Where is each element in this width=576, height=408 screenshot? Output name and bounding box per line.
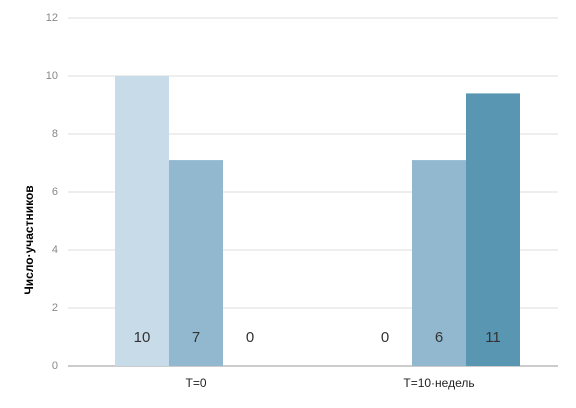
y-tick-label: 6 — [52, 186, 58, 198]
x-tick-label: T=0 — [185, 376, 206, 390]
y-axis-label: Число·участников — [22, 185, 36, 294]
bar — [169, 160, 223, 366]
annotation: 11 — [485, 329, 501, 346]
y-tick-label: 4 — [52, 244, 58, 256]
x-tick-label: T=10·недель — [403, 376, 474, 390]
annotation: 0 — [381, 329, 389, 346]
y-tick-label: 10 — [46, 70, 58, 82]
annotation: 7 — [192, 329, 200, 346]
y-tick-label: 8 — [52, 128, 58, 140]
bar — [115, 76, 169, 366]
y-tick-label: 12 — [46, 12, 58, 24]
annotation: 0 — [246, 329, 254, 346]
bar — [466, 93, 520, 367]
annotation: 6 — [435, 329, 443, 346]
bar — [412, 160, 466, 366]
annotation: 10 — [134, 329, 151, 346]
y-tick-label: 2 — [52, 302, 58, 314]
y-tick-label: 0 — [52, 360, 58, 372]
